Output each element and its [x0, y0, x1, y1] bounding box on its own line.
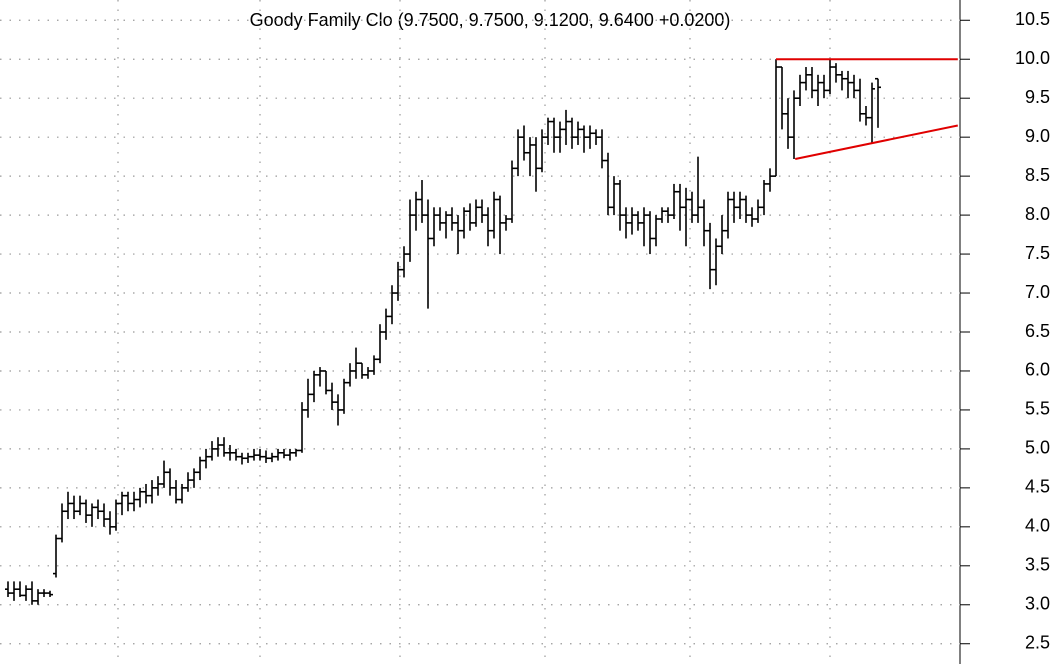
- y-tick-label: 6.0: [1025, 360, 1050, 380]
- y-tick-label: 10.5: [1015, 9, 1050, 29]
- y-tick-label: 8.0: [1025, 204, 1050, 224]
- y-tick-label: 9.5: [1025, 87, 1050, 107]
- y-tick-label: 7.0: [1025, 282, 1050, 302]
- y-tick-label: 10.0: [1015, 48, 1050, 68]
- y-tick-label: 7.5: [1025, 243, 1050, 263]
- y-tick-label: 5.5: [1025, 399, 1050, 419]
- y-tick-label: 9.0: [1025, 126, 1050, 146]
- y-tick-label: 2.5: [1025, 632, 1050, 652]
- chart-title: Goody Family Clo (9.7500, 9.7500, 9.1200…: [250, 10, 731, 30]
- trendline: [794, 124, 959, 160]
- y-tick-label: 5.0: [1025, 438, 1050, 458]
- y-tick-label: 3.5: [1025, 555, 1050, 575]
- y-tick-label: 8.5: [1025, 165, 1050, 185]
- y-tick-label: 3.0: [1025, 594, 1050, 614]
- y-tick-label: 4.0: [1025, 516, 1050, 536]
- y-tick-label: 4.5: [1025, 477, 1050, 497]
- y-tick-label: 6.5: [1025, 321, 1050, 341]
